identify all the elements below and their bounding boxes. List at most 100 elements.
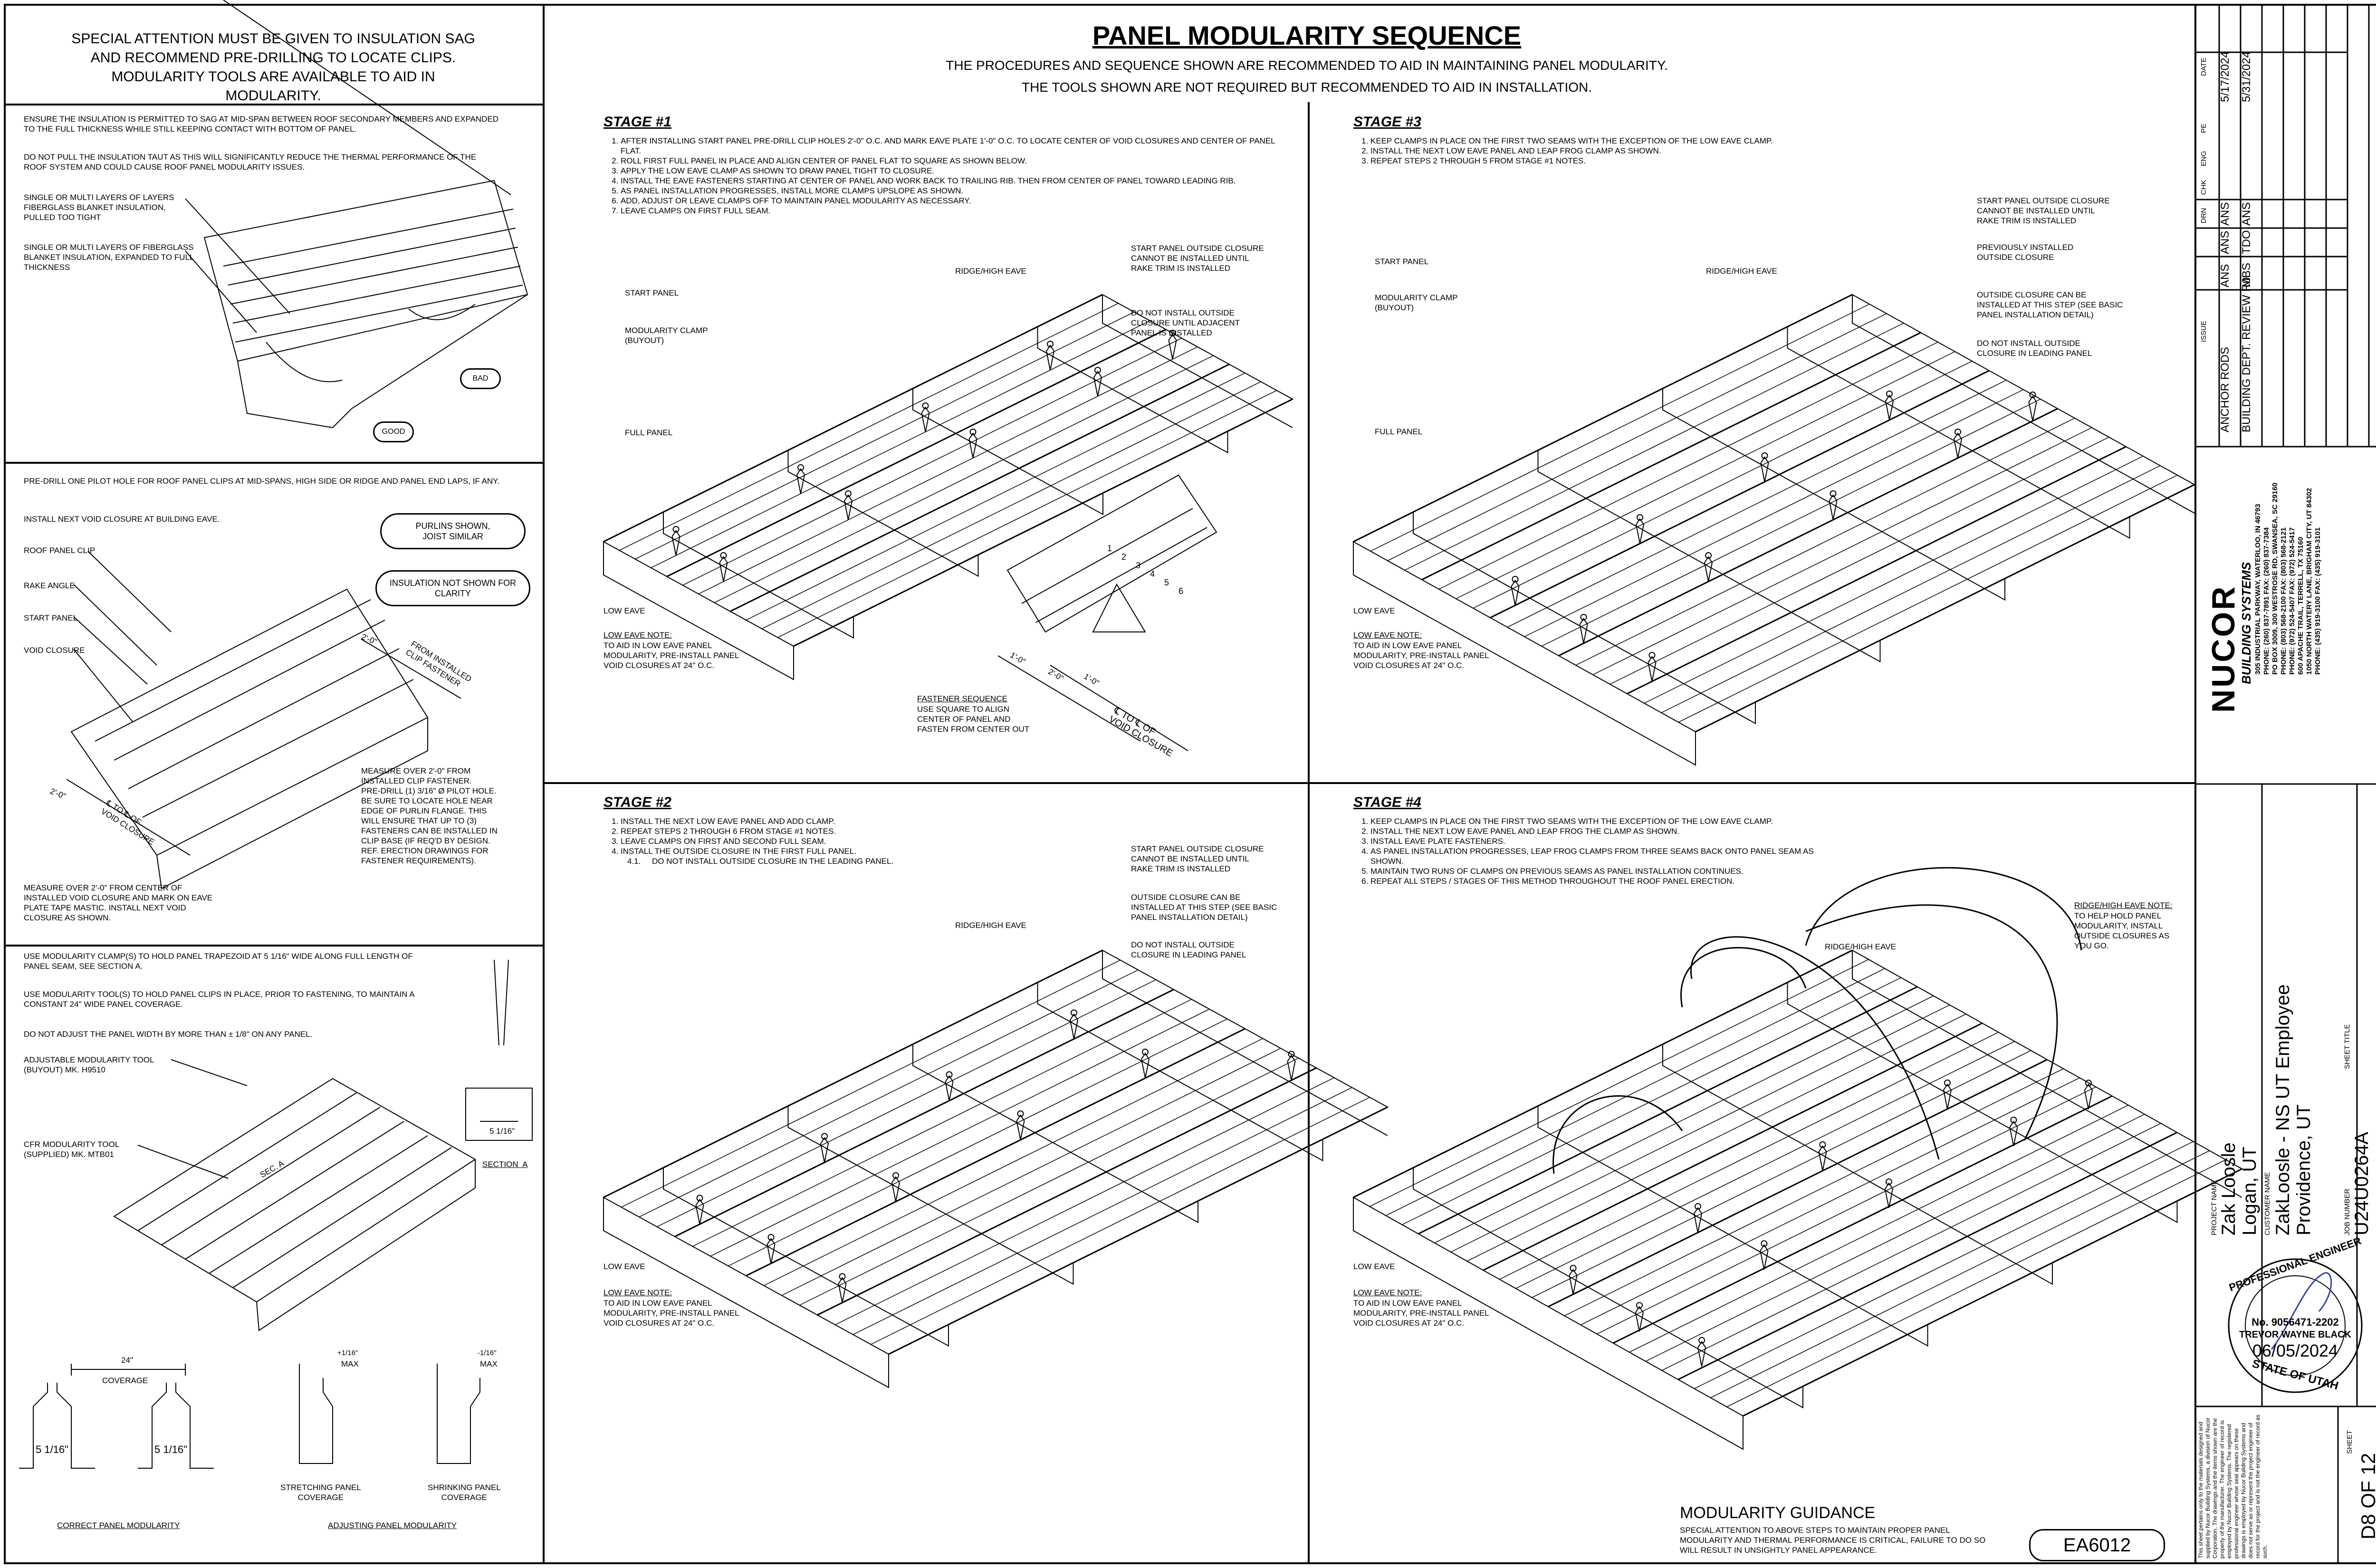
stage-column-divider: [1308, 102, 1310, 1564]
stage1-full-panel-label: FULL PANEL: [625, 428, 673, 437]
clamp-note-3: DO NOT ADJUST THE PANEL WIDTH BY MORE TH…: [24, 1030, 313, 1039]
stage4-ridge-label: RIDGE/HIGH EAVE: [1825, 942, 1896, 951]
stage2-low-eave-label: LOW EAVE: [604, 1262, 645, 1271]
max-label-shrink: MAX: [480, 1359, 498, 1368]
company-address-2: PHONE: (260) 837-7891 FAX: (260) 837-738…: [2262, 527, 2271, 675]
guidance-title: MODULARITY GUIDANCE: [1680, 1504, 1876, 1522]
trap-dim-right: 5 1/16": [154, 1444, 187, 1455]
rev-2-date: 5/31/2024: [2240, 51, 2253, 102]
stage1-title: STAGE #1: [604, 114, 671, 130]
measure-void-note: MEASURE OVER 2'-0" FROM CENTER OF INSTAL…: [24, 883, 213, 922]
stage4-step: KEEP CLAMPS IN PLACE ON THE FIRST TWO SE…: [1370, 816, 1822, 826]
rev-1-drn: ANS: [2219, 264, 2232, 287]
callout-insulation-expanded: SINGLE OR MULTI LAYERS OF FIBERGLASS BLA…: [24, 243, 194, 272]
job-number-label: JOB NUMBER: [2343, 1188, 2351, 1235]
stage2-title: STAGE #2: [604, 794, 671, 810]
stage1-mod-clamp-label: MODULARITY CLAMP (BUYOUT): [625, 326, 708, 345]
section-a-dim: 5 1/16": [489, 1127, 515, 1136]
stage3-low-eave-note: TO AID IN LOW EAVE PANEL MODULARITY, PRE…: [1353, 641, 1489, 670]
measure-clip-note: MEASURE OVER 2'-0" FROM INSTALLED CLIP F…: [361, 766, 498, 865]
company-address-8: PHONE: (435) 919-3100 FAX: (435) 919-310…: [2314, 527, 2322, 675]
rev-header-issue: ISSUE: [2200, 320, 2208, 342]
stage4-steps: KEEP CLAMPS IN PLACE ON THE FIRST TWO SE…: [1353, 816, 1822, 886]
left-column-divider: [543, 4, 545, 1564]
stage4-low-eave-note: TO AID IN LOW EAVE PANEL MODULARITY, PRE…: [1353, 1299, 1489, 1328]
clamp-note-2: USE MODULARITY TOOL(S) TO HOLD PANEL CLI…: [24, 990, 417, 1009]
stage1-steps: AFTER INSTALLING START PANEL PRE-DRILL C…: [604, 136, 1286, 216]
rev-2-eng: ANS: [2240, 202, 2253, 226]
title-block-divider: [2194, 4, 2196, 1564]
guidance-text: SPECIAL ATTENTION TO ABOVE STEPS TO MAIN…: [1680, 1526, 1986, 1555]
stage1-low-eave-note-title: LOW EAVE NOTE:: [604, 631, 672, 640]
coverage-dim: 24": [121, 1356, 133, 1365]
rev-2-drn: MBS: [2240, 262, 2253, 287]
company-address-4: PHONE: (803) 568-2100 FAX: (803) 568-212…: [2280, 527, 2288, 675]
stage1-step: INSTALL THE EAVE FASTENERS STARTING AT C…: [621, 176, 1286, 186]
stage2-can-install-callout: OUTSIDE CLOSURE CAN BE INSTALLED AT THIS…: [1131, 893, 1277, 922]
stage2-low-eave-note-title: LOW EAVE NOTE:: [604, 1288, 672, 1297]
rev-2-chk: TDO: [2240, 230, 2253, 254]
bubble-insulation-not-shown: INSULATION NOT SHOWN FOR CLARITY: [375, 570, 530, 606]
stage2-step: INSTALL THE OUTSIDE CLOSURE IN THE FIRST…: [621, 846, 1238, 856]
company-address-3: PO BOX 3009, 300 WESTROSE RD, SWANSEA, S…: [2271, 482, 2279, 675]
stage1-step: ROLL FIRST FULL PANEL IN PLACE AND ALIGN…: [621, 156, 1286, 166]
rev-1-chk: ANS: [2219, 230, 2232, 254]
stage2-steps: INSTALL THE NEXT LOW EAVE PANEL AND ADD …: [604, 816, 1238, 856]
stage3-can-install-callout: OUTSIDE CLOSURE CAN BE INSTALLED AT THIS…: [1977, 290, 2123, 319]
project-name-label: PROJECT NAME: [2210, 1179, 2218, 1235]
stage3-prev-callout: PREVIOUSLY INSTALLED OUTSIDE CLOSURE: [1977, 243, 2074, 262]
stage3-start-closure-callout: START PANEL OUTSIDE CLOSURE CANNOT BE IN…: [1977, 196, 2110, 225]
stage1-low-eave-note: TO AID IN LOW EAVE PANEL MODULARITY, PRE…: [604, 641, 739, 670]
rev-2-issue: BUILDING DEPT. REVIEW R0: [2240, 277, 2253, 432]
rev-1-eng: ANS: [2219, 202, 2232, 226]
company-logo: NUCOR: [2205, 584, 2242, 713]
stage2-step: LEAVE CLAMPS ON FIRST AND SECOND FULL SE…: [621, 836, 1238, 846]
section-a-label: SECTION A: [482, 1160, 528, 1169]
customer-name: ZakLoosle - NS UT Employee: [2272, 984, 2293, 1235]
stage3-step: KEEP CLAMPS IN PLACE ON THE FIRST TWO SE…: [1370, 136, 2083, 146]
stage4-step: INSTALL EAVE PLATE FASTENERS.: [1370, 836, 1822, 846]
stage1-step: ADD, ADJUST OR LEAVE CLAMPS OFF TO MAINT…: [621, 196, 1286, 206]
stage3-no-install-callout: DO NOT INSTALL OUTSIDE CLOSURE IN LEADIN…: [1977, 339, 2092, 358]
bubble-purlins-shown: PURLINS SHOWN, JOIST SIMILAR: [380, 513, 526, 549]
stage3-low-eave-label: LOW EAVE: [1353, 606, 1395, 615]
stage3-mod-clamp-label: MODULARITY CLAMP (BUYOUT): [1375, 293, 1458, 312]
stage4-low-eave-label: LOW EAVE: [1353, 1262, 1395, 1271]
stage3-ridge-label: RIDGE/HIGH EAVE: [1706, 267, 1777, 276]
stage1-ridge-label: RIDGE/HIGH EAVE: [955, 267, 1026, 276]
rev-1-date: 5/17/2024: [2219, 51, 2232, 102]
stage3-title: STAGE #3: [1353, 114, 1421, 130]
rev-header-chk: CHK: [2200, 180, 2208, 195]
stage4-step: REPEAT ALL STEPS / STAGES OF THIS METHOD…: [1370, 876, 1822, 886]
label-void-closure: VOID CLOSURE: [24, 646, 85, 655]
disclaimer-text: This sheet pertains only to the material…: [2197, 1415, 2268, 1558]
company-subtitle: BUILDING SYSTEMS: [2239, 562, 2253, 684]
stage1-low-eave-label: LOW EAVE: [604, 606, 645, 615]
rev-header-pe: PE: [2200, 123, 2208, 133]
customer-city: Providence, UT: [2293, 1104, 2314, 1235]
max-label-stretch: MAX: [341, 1359, 359, 1368]
predrill-note-2: INSTALL NEXT VOID CLOSURE AT BUILDING EA…: [24, 515, 220, 524]
stage2-start-closure-callout: START PANEL OUTSIDE CLOSURE CANNOT BE IN…: [1131, 844, 1264, 873]
shrinking-label: SHRINKING PANEL COVERAGE: [428, 1483, 501, 1502]
customer-name-label: CUSTOMER NAME: [2263, 1172, 2271, 1235]
rev-1-issue: ANCHOR RODS: [2219, 346, 2232, 432]
stage4-title: STAGE #4: [1353, 794, 1421, 810]
stage1-step: LEAVE CLAMPS ON FIRST FULL SEAM.: [621, 206, 1286, 216]
stamp-number: No. 9056471-2202: [2251, 1316, 2339, 1328]
stage3-step: INSTALL THE NEXT LOW EAVE PANEL AND LEAP…: [1370, 146, 2083, 156]
good-label: GOOD: [373, 421, 414, 442]
company-address-5: PHONE: (972) 524-5407 FAX: (972) 524-541…: [2288, 527, 2296, 675]
max-plus-label: +1/16": [337, 1349, 358, 1357]
stage1-no-install-callout: DO NOT INSTALL OUTSIDE CLOSURE UNTIL ADJ…: [1131, 308, 1240, 337]
page-subtitle-1: THE PROCEDURES AND SEQUENCE SHOWN ARE RE…: [946, 58, 1668, 73]
stage4-step: INSTALL THE NEXT LOW EAVE PANEL AND LEAP…: [1370, 826, 1822, 836]
pe-stamp: [2228, 1258, 2363, 1393]
stage2-low-eave-note: TO AID IN LOW EAVE PANEL MODULARITY, PRE…: [604, 1299, 739, 1328]
stage1-fastener-title: FASTENER SEQUENCE: [917, 694, 1007, 703]
stage4-step: AS PANEL INSTALLATION PROGRESSES, LEAP F…: [1370, 846, 1822, 866]
special-attention-note: SPECIAL ATTENTION MUST BE GIVEN TO INSUL…: [71, 31, 475, 104]
stage3-start-panel-label: START PANEL: [1375, 257, 1429, 266]
stage-row-divider: [543, 782, 2194, 784]
label-cfr-tool: CFR MODULARITY TOOL (SUPPLIED) MK. MTB01: [24, 1140, 120, 1159]
